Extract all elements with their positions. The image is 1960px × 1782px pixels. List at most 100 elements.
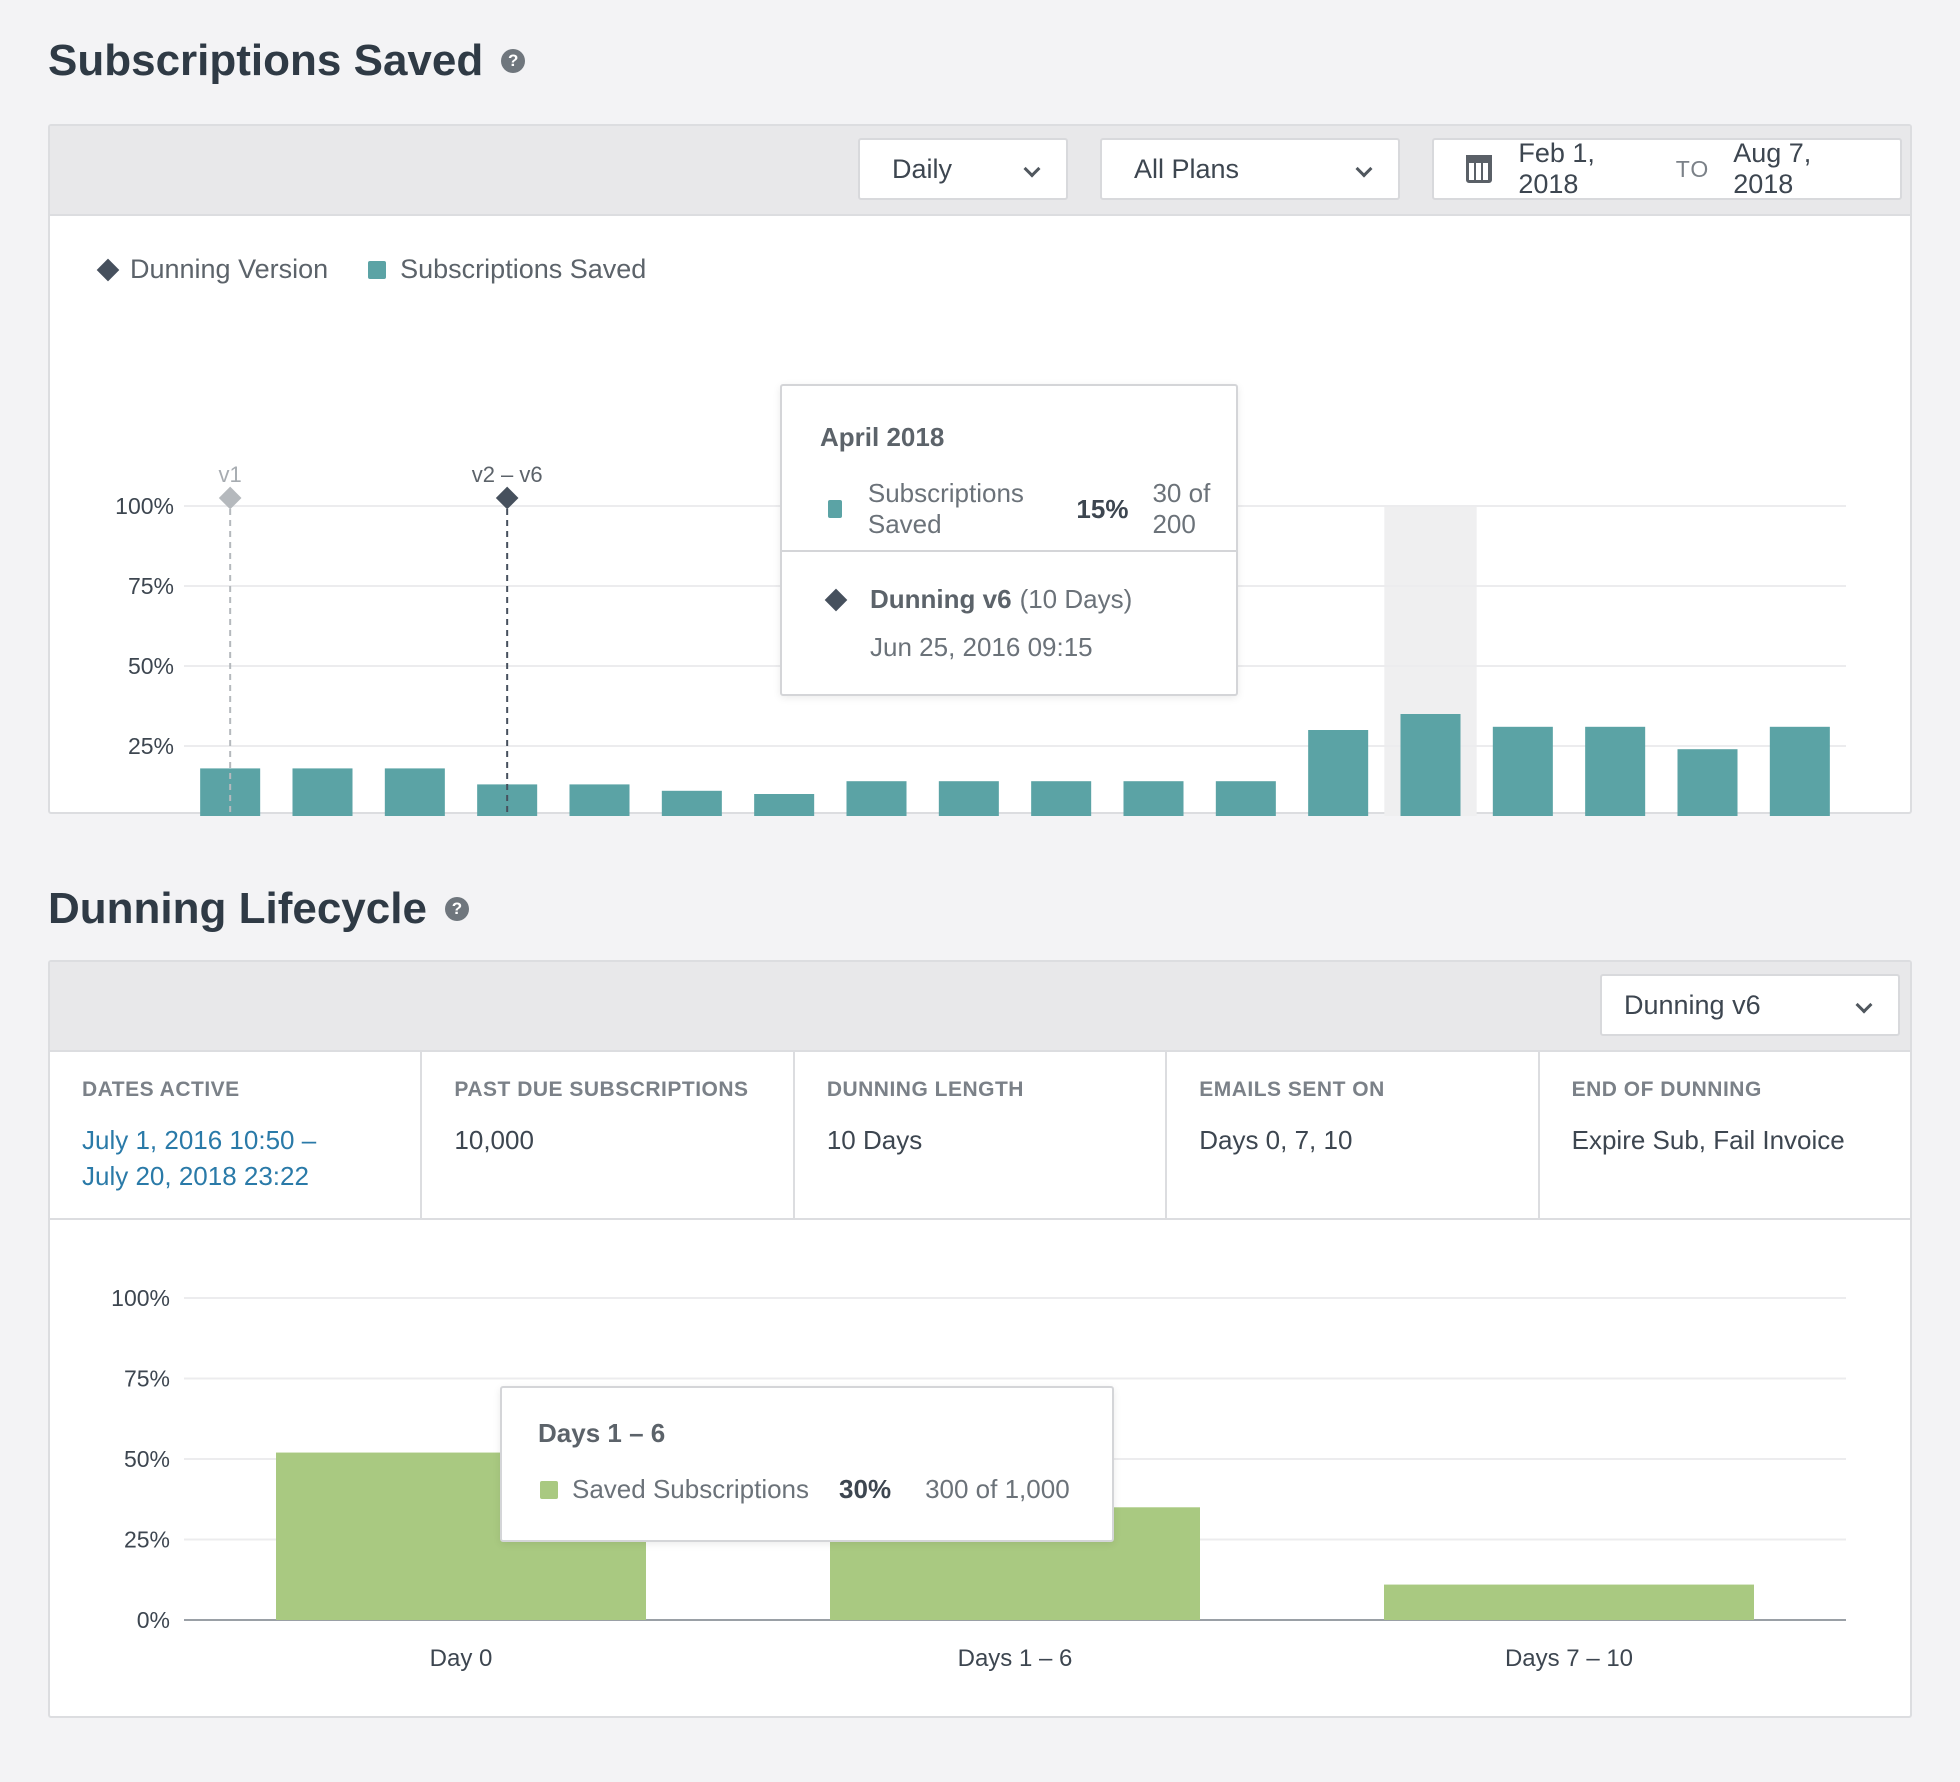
bar [1769, 726, 1830, 816]
bar [1384, 1584, 1754, 1620]
interval-select[interactable]: Daily [858, 138, 1068, 200]
y-tick-label: 0% [137, 1607, 170, 1633]
bar [938, 781, 999, 816]
bar [661, 790, 722, 816]
tooltip-count: 30 of 200 [1152, 478, 1211, 539]
stat-value-link[interactable]: July 20, 2018 23:22 [82, 1161, 309, 1191]
stat-value-link[interactable]: July 1, 2016 10:50 – [82, 1125, 317, 1155]
y-tick-label: 25% [128, 733, 174, 759]
bar [384, 768, 445, 816]
bar [1585, 726, 1646, 816]
bar [1400, 714, 1461, 816]
chevron-down-icon [1355, 160, 1373, 178]
tooltip-percent: 15% [1076, 493, 1129, 524]
plans-select-value: All Plans [1134, 153, 1240, 184]
tooltip-version-row: Dunning v6 (10 Days) [824, 584, 1133, 615]
plans-select[interactable]: All Plans [1100, 138, 1400, 200]
legend-item-subscriptions-saved[interactable]: Subscriptions Saved [368, 254, 646, 285]
bar [292, 768, 353, 816]
tooltip-count: 300 of 1,000 [925, 1474, 1070, 1504]
dunning-version-select[interactable]: Dunning v6 [1600, 974, 1900, 1036]
stat-label: DATES ACTIVE [82, 1078, 240, 1101]
subscriptions-saved-chart: 0%25%50%75%100%Apr '17Jun '17Aug '17Oct … [115, 462, 1846, 816]
stat-dates-active: DATES ACTIVE July 1, 2016 10:50 – July 2… [50, 1052, 423, 1218]
x-tick-label: Day 0 [430, 1645, 493, 1672]
tooltip-series-row: Saved Subscriptions 30% 300 of 1,000 [540, 1474, 1070, 1505]
date-range-picker[interactable]: Feb 1, 2018 TO Aug 7, 2018 [1432, 138, 1902, 200]
tooltip-percent: 30% [839, 1474, 892, 1504]
tooltip-series-label: Subscriptions Saved [867, 478, 1024, 539]
stat-label: DUNNING LENGTH [826, 1078, 1024, 1101]
subscriptions-saved-panel: Daily All Plans Feb 1, 2018 TO Aug 7, 20… [48, 124, 1912, 816]
y-tick-label: 0% [141, 813, 174, 816]
tooltip-version-label: Dunning v6 [870, 584, 1012, 614]
stat-label: PAST DUE SUBSCRIPTIONS [454, 1078, 749, 1101]
question-circle-icon[interactable]: ? [444, 897, 469, 921]
bar [1031, 781, 1092, 816]
stat-value: Expire Sub, Fail Invoice [1571, 1125, 1845, 1155]
page-title: Subscriptions Saved [48, 36, 484, 85]
version-marker-label: v1 [219, 462, 242, 487]
stat-value: Days 0, 7, 10 [1199, 1125, 1353, 1155]
y-tick-label: 100% [115, 493, 174, 519]
dunning-version-value: Dunning v6 [1624, 989, 1761, 1020]
chart-legend: Dunning Version Subscriptions Saved [96, 254, 646, 285]
interval-select-value: Daily [892, 153, 953, 184]
date-to[interactable]: Aug 7, 2018 [1733, 138, 1812, 199]
version-marker-label: v2 – v6 [472, 462, 543, 487]
filters-toolbar: Daily All Plans Feb 1, 2018 TO Aug 7, 20… [50, 126, 1910, 216]
tooltip-divider [782, 550, 1236, 552]
chart-tooltip: April 2018 Subscriptions Saved 15% 30 of… [780, 384, 1238, 696]
bar [569, 784, 630, 816]
x-tick-label: Days 7 – 10 [1505, 1645, 1633, 1672]
lifecycle-tooltip: Days 1 – 6 Saved Subscriptions 30% 300 o… [500, 1386, 1114, 1542]
stat-value: 10 Days [826, 1125, 923, 1155]
date-to-label: TO [1675, 155, 1710, 182]
diamond-icon [96, 258, 120, 281]
lifecycle-toolbar: Dunning v6 [50, 962, 1910, 1052]
calendar-icon [1466, 155, 1493, 183]
tooltip-version-detail: (10 Days) [1019, 584, 1133, 614]
y-tick-label: 100% [111, 1285, 170, 1311]
y-tick-label: 25% [124, 1527, 170, 1553]
square-icon [540, 1480, 558, 1499]
tooltip-series-label: Saved Subscriptions [572, 1474, 810, 1504]
tooltip-series-row: Subscriptions Saved 15% 30 of 200 [828, 478, 1236, 540]
y-tick-label: 75% [128, 573, 174, 599]
stat-value: 10,000 [454, 1125, 534, 1155]
legend-item-dunning-version[interactable]: Dunning Version [96, 254, 329, 285]
stat-label: END OF DUNNING [1571, 1078, 1762, 1101]
x-tick-label: Days 1 – 6 [958, 1645, 1073, 1672]
chevron-down-icon [1023, 160, 1041, 178]
y-tick-label: 75% [124, 1366, 170, 1392]
stat-label: EMAILS SENT ON [1199, 1078, 1385, 1101]
bar [1123, 781, 1184, 816]
bar [754, 794, 815, 816]
bar [846, 781, 907, 816]
stat-end-of-dunning: END OF DUNNING Expire Sub, Fail Invoice [1540, 1052, 1910, 1218]
tooltip-title: April 2018 [820, 422, 945, 452]
stat-emails-sent: EMAILS SENT ON Days 0, 7, 10 [1167, 1052, 1540, 1218]
chevron-down-icon [1855, 996, 1873, 1014]
square-icon [368, 260, 387, 279]
stat-dunning-length: DUNNING LENGTH 10 Days [795, 1052, 1168, 1218]
date-from[interactable]: Feb 1, 2018 [1518, 138, 1595, 199]
diamond-icon [824, 588, 848, 611]
y-tick-label: 50% [128, 653, 174, 679]
square-icon [828, 500, 842, 518]
section-title-dunning-lifecycle: Dunning Lifecycle ? [48, 884, 469, 934]
bar [1308, 730, 1369, 816]
legend-label: Dunning Version [130, 254, 329, 284]
bar [1677, 749, 1738, 816]
bar [1215, 781, 1276, 816]
stat-past-due: PAST DUE SUBSCRIPTIONS 10,000 [422, 1052, 795, 1218]
dunning-lifecycle-panel: Dunning v6 DATES ACTIVE July 1, 2016 10:… [48, 960, 1912, 1718]
bar [1492, 726, 1553, 816]
y-tick-label: 50% [124, 1446, 170, 1472]
tooltip-version-date: Jun 25, 2016 09:15 [870, 632, 1093, 662]
tooltip-title: Days 1 – 6 [538, 1418, 666, 1448]
legend-label: Subscriptions Saved [400, 254, 647, 284]
question-circle-icon[interactable]: ? [501, 49, 526, 73]
section-heading: Dunning Lifecycle [48, 884, 427, 933]
section-title-subscriptions-saved: Subscriptions Saved ? [48, 36, 526, 86]
